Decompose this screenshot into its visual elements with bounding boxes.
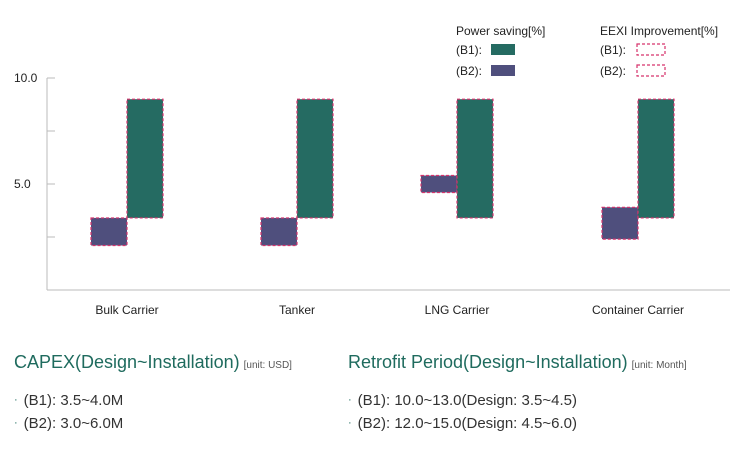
capex-list: · (B1): 3.5~4.0M · (B2): 3.0~6.0M [14,389,292,435]
retrofit-title-row: Retrofit Period(Design~Installation) [uni… [348,352,687,373]
bar-b1 [456,98,494,219]
legend-eexi-b1-swatch [636,43,666,56]
bar-b2 [420,174,458,194]
retrofit-unit: [unit: Month] [631,360,687,371]
retrofit-item-b2: (B2): 12.0~15.0(Design: 4.5~6.0) [357,415,577,432]
legend: Power saving[%] EEXI Improvement[%] (B1): (… [456,24,718,78]
capex-item-b2: (B2): 3.0~6.0M [23,415,124,432]
bar-b1 [126,98,164,219]
x-tick-label: Container Carrier [592,303,684,317]
list-item: · (B1): 3.5~4.0M [14,389,292,412]
legend-eexi-b2-label: (B2): [600,64,626,78]
x-tick-label: LNG Carrier [425,303,490,317]
bar-b2 [90,217,128,247]
legend-eexi-b1-label: (B1): [600,43,626,57]
bar-b2 [260,217,298,247]
bullet-icon: · [348,417,352,429]
capex-title: CAPEX(Design~Installation) [14,352,240,372]
y-tick-label: 10.0 [14,71,38,85]
bullet-icon: · [348,394,352,406]
legend-eexi-b2-swatch [636,64,666,77]
y-tick-label: 5.0 [14,177,31,191]
x-tick-label: Bulk Carrier [95,303,158,317]
capex-title-row: CAPEX(Design~Installation) [unit: USD] [14,352,292,373]
legend-power-b1-label: (B1): [456,43,482,57]
bar-b1 [296,98,334,219]
legend-power-title: Power saving[%] [456,24,545,38]
legend-eexi-title: EEXI Improvement[%] [600,24,718,38]
bars [90,98,675,247]
list-item: · (B2): 3.0~6.0M [14,412,292,435]
legend-power-b2-swatch [491,65,515,76]
x-tick-label: Tanker [279,303,315,317]
bullet-icon: · [14,417,18,429]
axes: 5.0 10.0 [14,71,730,291]
legend-power-b2-label: (B2): [456,64,482,78]
list-item: · (B1): 10.0~13.0(Design: 3.5~4.5) [348,389,687,412]
bullet-icon: · [14,394,18,406]
bar-chart: 5.0 10.0 Bulk Carrier Tanker LNG Carrier Con… [14,24,730,317]
capex-item-b1: (B1): 3.5~4.0M [23,392,124,409]
retrofit-item-b1: (B1): 10.0~13.0(Design: 3.5~4.5) [357,392,577,409]
bar-b1 [637,98,675,219]
retrofit-panel: Retrofit Period(Design~Installation) [uni… [348,352,687,435]
capex-unit: [unit: USD] [243,360,292,371]
list-item: · (B2): 12.0~15.0(Design: 4.5~6.0) [348,412,687,435]
category-labels: Bulk Carrier Tanker LNG Carrier Container C… [95,303,684,317]
capex-panel: CAPEX(Design~Installation) [unit: USD] · (… [14,352,292,435]
retrofit-title: Retrofit Period(Design~Installation) [348,352,628,372]
legend-power-b1-swatch [491,44,515,55]
retrofit-list: · (B1): 10.0~13.0(Design: 3.5~4.5) · (B2):… [348,389,687,435]
bar-b2 [601,206,639,240]
